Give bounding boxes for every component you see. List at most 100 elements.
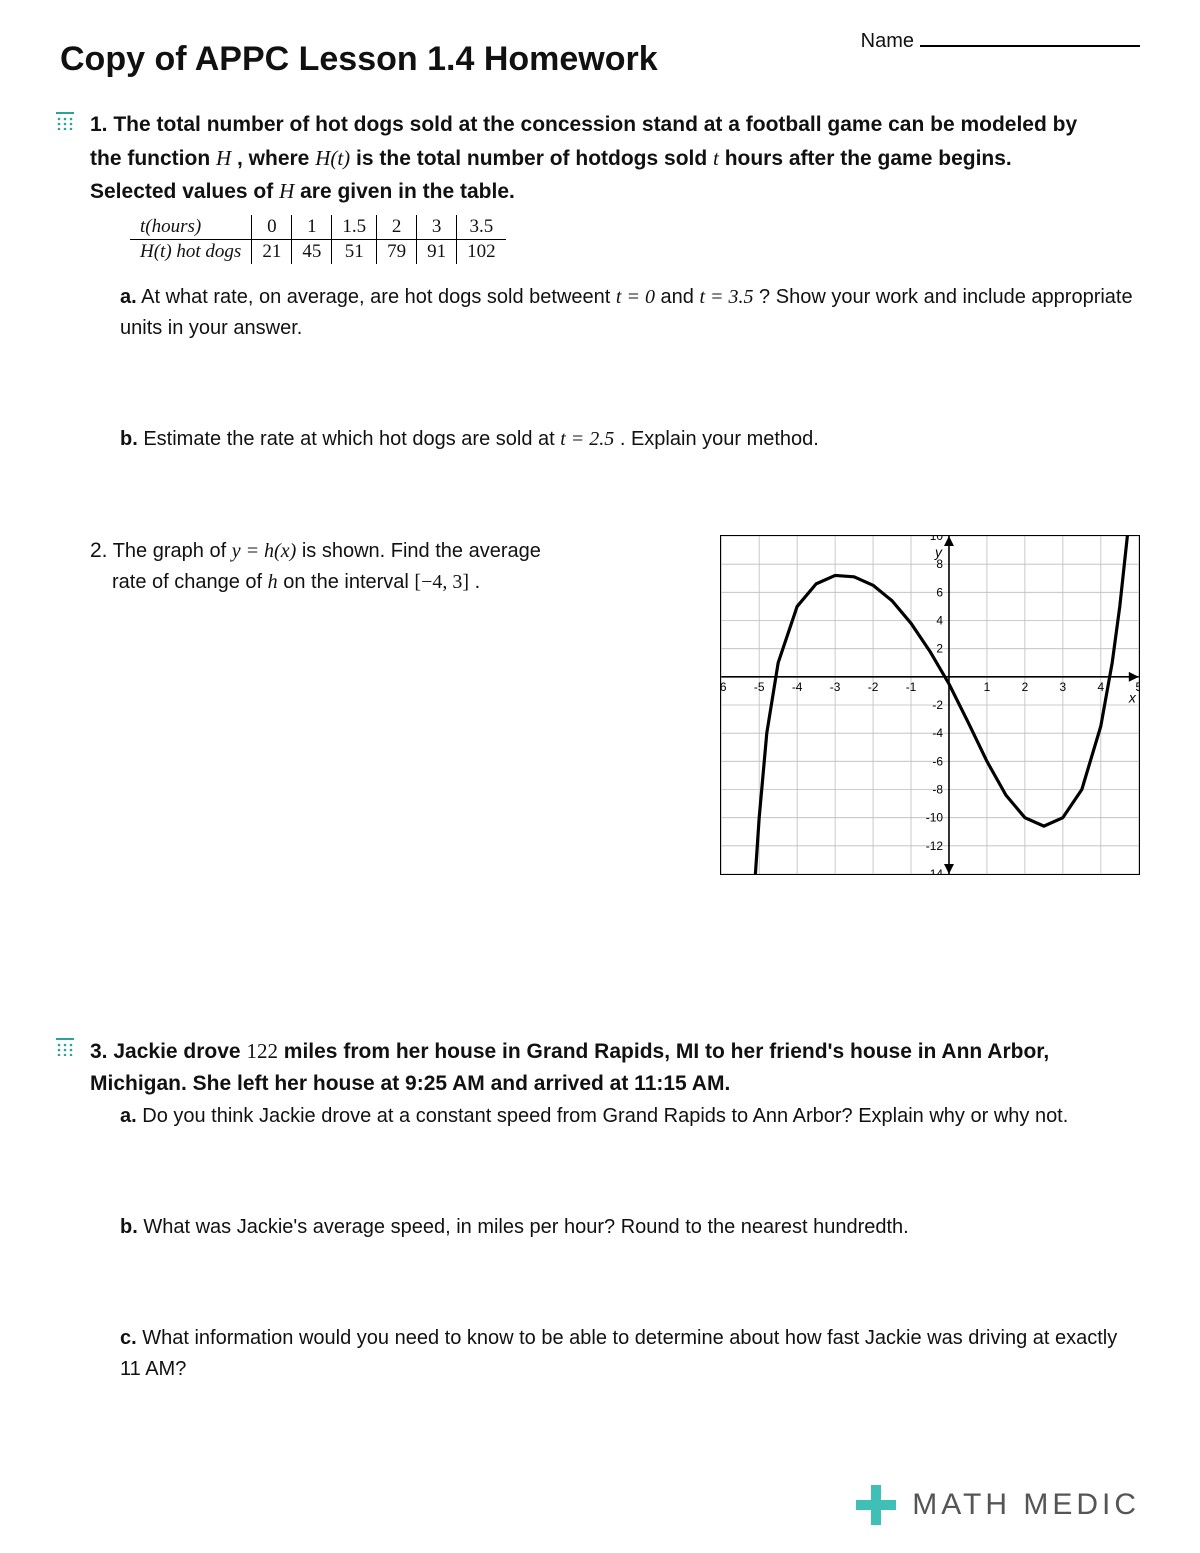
q1a-label: a. (120, 286, 137, 308)
q2-number: 2. (90, 539, 108, 562)
table-cell: 2 (377, 215, 417, 240)
svg-text:3: 3 (1060, 679, 1067, 693)
svg-text:y: y (934, 544, 943, 560)
q1-var-Ht: H(t) (315, 146, 350, 170)
svg-text:4: 4 (1097, 679, 1104, 693)
name-field: Name (861, 30, 1140, 53)
header-row: Copy of APPC Lesson 1.4 Homework Name (60, 40, 1140, 79)
table-header-t: t(hours) (130, 215, 252, 240)
question-2: 2. The graph of y = h(x) is shown. Find … (90, 535, 1140, 875)
table-cell: 91 (417, 239, 457, 264)
q2-text1: The graph of (113, 540, 232, 562)
svg-text:-8: -8 (932, 782, 943, 796)
table-cell: 21 (252, 239, 292, 264)
q3-text2: Michigan. She left her house at 9:25 AM … (90, 1072, 730, 1095)
svg-text:-12: -12 (926, 838, 944, 852)
q3-number: 3. (90, 1040, 108, 1063)
q3-prompt: 3. Jackie drove 122 miles from her house… (90, 1035, 1140, 1101)
svg-text:6: 6 (936, 585, 943, 599)
table-cell: 0 (252, 215, 292, 240)
table-cell: 79 (377, 239, 417, 264)
brand-text: MATH MEDIC (912, 1488, 1140, 1522)
svg-text:1: 1 (984, 679, 991, 693)
svg-text:-2: -2 (868, 679, 879, 693)
q2-text2: is shown. Find the average (296, 540, 541, 562)
q1a-eq1: t = 0 (616, 286, 655, 308)
table-row: H(t) hot dogs 21 45 51 79 91 102 (130, 239, 506, 264)
svg-text:2: 2 (1022, 679, 1029, 693)
q1a-eq2: t = 3.5 (699, 286, 753, 308)
svg-text:-5: -5 (754, 679, 765, 693)
q3a-label: a. (120, 1105, 137, 1127)
q1a-text2: and (655, 286, 699, 308)
plus-icon (856, 1485, 896, 1525)
table-row: t(hours) 0 1 1.5 2 3 3.5 (130, 215, 506, 240)
q1-text-line2d: hours after the game begins. (719, 147, 1012, 170)
question-3: 3. Jackie drove 122 miles from her house… (90, 1035, 1140, 1385)
q2-text3: rate of change of (112, 571, 268, 593)
q1b-text2: . Explain your method. (614, 428, 819, 450)
svg-text:-6: -6 (932, 754, 943, 768)
table-cell: 51 (332, 239, 377, 264)
svg-text:-2: -2 (932, 698, 943, 712)
q2-eq1: y = h(x) (232, 540, 297, 562)
q1-text-line3a: Selected values of (90, 180, 279, 203)
svg-text:-14: -14 (926, 867, 944, 874)
q1b-label: b. (120, 428, 138, 450)
q2-text5: . (469, 571, 480, 593)
table-header-Ht: H(t) hot dogs (130, 239, 252, 264)
table-cell: 1 (292, 215, 332, 240)
q1b-eq: t = 2.5 (560, 428, 614, 450)
q1-part-b: b. Estimate the rate at which hot dogs a… (120, 424, 1140, 455)
footer: MATH MEDIC (856, 1485, 1140, 1525)
q3-text1: Jackie drove (113, 1040, 246, 1063)
q3-text1b: miles from her house in Grand Rapids, MI… (278, 1040, 1049, 1063)
q3-part-b: b. What was Jackie's average speed, in m… (120, 1212, 1140, 1243)
q3b-label: b. (120, 1216, 138, 1238)
q2-prompt: 2. The graph of y = h(x) is shown. Find … (90, 535, 680, 599)
question-1: 1. The total number of hot dogs sold at … (90, 109, 1140, 455)
q1-text-line3b: are given in the table. (294, 180, 515, 203)
svg-text:-4: -4 (792, 679, 803, 693)
svg-text:-10: -10 (926, 810, 944, 824)
q1-data-table: t(hours) 0 1 1.5 2 3 3.5 H(t) hot dogs 2… (130, 215, 506, 264)
q3c-text: What information would you need to know … (120, 1327, 1117, 1380)
q1-text-line1: The total number of hot dogs sold at the… (113, 113, 1077, 136)
q1a-text1: At what rate, on average, are hot dogs s… (137, 286, 616, 308)
table-cell: 102 (457, 239, 506, 264)
svg-text:x: x (1128, 689, 1137, 705)
q1-text-line2c: is the total number of hotdogs sold (350, 147, 713, 170)
svg-text:-4: -4 (932, 726, 943, 740)
q1-var-H: H (216, 146, 231, 170)
q1-number: 1. (90, 113, 108, 136)
page-title: Copy of APPC Lesson 1.4 Homework (60, 40, 821, 79)
q2-chart: -6-5-4-3-2-112345-14-12-10-8-6-4-2246810… (720, 535, 1140, 875)
q3-part-a: a. Do you think Jackie drove at a consta… (120, 1101, 1140, 1132)
q3-part-c: c. What information would you need to kn… (120, 1323, 1140, 1385)
q3a-text: Do you think Jackie drove at a constant … (137, 1105, 1069, 1127)
grid-icon (56, 1038, 74, 1056)
table-cell: 1.5 (332, 215, 377, 240)
name-blank-line[interactable] (920, 45, 1140, 47)
chart-svg: -6-5-4-3-2-112345-14-12-10-8-6-4-2246810… (721, 536, 1139, 874)
name-label: Name (861, 30, 914, 52)
q2-var-h: h (268, 571, 278, 593)
svg-text:4: 4 (936, 613, 943, 627)
q3b-text: What was Jackie's average speed, in mile… (138, 1216, 909, 1238)
q1-text-line2b: , where (231, 147, 315, 170)
q1-part-a: a. At what rate, on average, are hot dog… (120, 282, 1140, 344)
q1-text-line2a: the function (90, 147, 216, 170)
q2-interval: [−4, 3] (414, 571, 469, 593)
q1b-text1: Estimate the rate at which hot dogs are … (138, 428, 560, 450)
svg-text:5: 5 (1135, 679, 1139, 693)
q3-miles: 122 (246, 1039, 278, 1063)
q1-var-H2: H (279, 179, 294, 203)
grid-icon (56, 112, 74, 130)
svg-text:10: 10 (930, 536, 944, 543)
svg-text:2: 2 (936, 641, 943, 655)
q1-prompt: 1. The total number of hot dogs sold at … (90, 109, 1140, 209)
table-cell: 45 (292, 239, 332, 264)
q2-text4: on the interval (278, 571, 415, 593)
svg-text:-6: -6 (721, 679, 727, 693)
svg-text:-3: -3 (830, 679, 841, 693)
